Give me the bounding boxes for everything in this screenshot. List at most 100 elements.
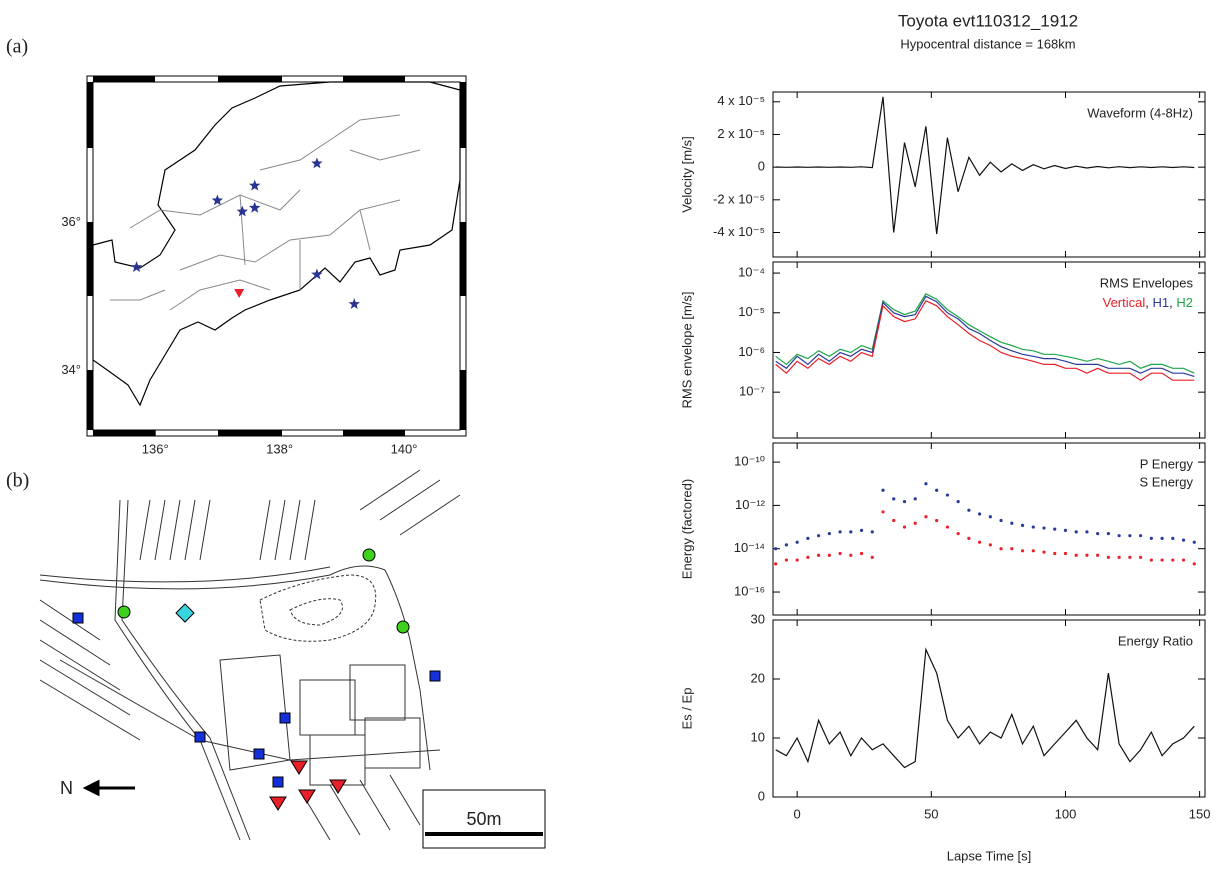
- energy-point: [1053, 527, 1057, 531]
- energy-point: [1139, 555, 1143, 559]
- x-tick-label: 150: [1189, 806, 1211, 821]
- legend-entry: P Energy: [1140, 456, 1194, 471]
- energy-point: [1085, 553, 1089, 557]
- series-line: [775, 647, 1195, 769]
- y-tick-label: 4 x 10⁻⁵: [717, 93, 765, 108]
- energy-point: [1042, 526, 1046, 530]
- legend-entry: Vertical: [1103, 295, 1146, 310]
- energy-point: [838, 530, 842, 534]
- energy-point: [967, 508, 971, 512]
- plot-frame: [772, 619, 1206, 798]
- series-line: [775, 293, 1195, 374]
- y-tick-label: -2 x 10⁻⁵: [713, 191, 765, 206]
- y-tick-label: 10⁻⁵: [738, 304, 765, 319]
- source-marker: [234, 289, 245, 299]
- energy-point: [827, 553, 831, 557]
- energy-point: [945, 525, 950, 529]
- energy-point: [1149, 536, 1153, 540]
- energy-point: [774, 547, 778, 551]
- series-line: [775, 300, 1195, 381]
- y-axis-label: Velocity [m/s]: [679, 136, 694, 213]
- scale-label: 50m: [466, 809, 501, 829]
- energy-point: [924, 482, 928, 486]
- energy-point: [859, 551, 864, 556]
- energy-point: [838, 551, 842, 556]
- energy-point: [892, 518, 896, 523]
- energy-point: [1010, 521, 1014, 525]
- energy-point: [1096, 553, 1100, 557]
- energy-point: [902, 525, 907, 529]
- y-tick-label: 10⁻¹⁴: [734, 540, 765, 555]
- map-x-tick-label: 138°: [266, 441, 293, 456]
- energy-point: [978, 512, 982, 516]
- y-tick-label: 10⁻⁶: [738, 344, 765, 359]
- energy-point: [924, 515, 928, 519]
- map-x-tick-label: 136°: [142, 441, 169, 456]
- map-x-tick-label: 140°: [391, 441, 418, 456]
- station-star: [211, 194, 224, 206]
- energy-point: [967, 536, 971, 540]
- panel-annotation: Waveform (4-8Hz): [1087, 105, 1193, 120]
- energy-point: [859, 528, 864, 533]
- y-tick-label: 10⁻¹⁶: [734, 583, 765, 598]
- energy-point: [988, 543, 992, 547]
- energy-point: [1074, 553, 1078, 557]
- energy-point: [1171, 536, 1175, 540]
- panel-label: (a): [6, 36, 28, 58]
- energy-point: [1139, 534, 1143, 538]
- y-tick-label: 10⁻⁷: [739, 384, 765, 399]
- x-axis-label: Lapse Time [s]: [947, 848, 1032, 863]
- y-tick-label: 10⁻¹⁰: [734, 454, 765, 469]
- station-star: [236, 205, 248, 217]
- energy-point: [978, 540, 982, 544]
- station-star: [311, 157, 323, 169]
- energy-point: [1020, 549, 1025, 553]
- plot-frame: [772, 91, 1206, 258]
- energy-point: [913, 521, 917, 525]
- energy-point: [1160, 558, 1164, 562]
- y-tick-label: 20: [751, 670, 765, 685]
- energy-point: [1031, 525, 1035, 529]
- energy-point: [902, 499, 907, 504]
- energy-point: [817, 534, 821, 538]
- energy-point: [1010, 547, 1014, 551]
- y-tick-label: 10⁻⁴: [738, 265, 765, 280]
- energy-point: [1149, 558, 1153, 562]
- energy-point: [1074, 530, 1078, 534]
- site-markers: [72, 548, 441, 811]
- y-axis-label: Energy (factored): [679, 479, 694, 579]
- series-line: [775, 96, 1195, 235]
- energy-point: [1031, 549, 1035, 553]
- energy-point: [849, 530, 853, 534]
- map-y-tick-label: 34°: [61, 362, 81, 377]
- series-line: [775, 295, 1195, 377]
- energy-point: [795, 558, 799, 562]
- energy-point: [817, 553, 821, 557]
- y-tick-label: 30: [751, 611, 765, 626]
- station-star: [348, 298, 360, 309]
- energy-point: [945, 493, 950, 497]
- y-tick-label: -4 x 10⁻⁵: [713, 224, 765, 239]
- energy-point: [1171, 558, 1175, 562]
- figure-title: Toyota evt110312_1912: [898, 11, 1078, 30]
- energy-point: [1192, 540, 1196, 544]
- energy-point: [827, 531, 831, 536]
- panel-annotation: RMS Envelopes: [1100, 275, 1194, 290]
- energy-point: [1053, 551, 1057, 556]
- map-y-tick-label: 36°: [61, 214, 81, 229]
- map-a: [86, 75, 467, 437]
- station-star: [130, 261, 143, 272]
- energy-point: [988, 515, 992, 519]
- energy-point: [881, 488, 885, 492]
- energy-point: [935, 518, 939, 523]
- energy-point: [774, 562, 778, 566]
- energy-point: [1160, 536, 1164, 540]
- energy-point: [1063, 551, 1068, 556]
- energy-point: [935, 488, 939, 492]
- energy-point: [999, 518, 1003, 523]
- energy-point: [999, 547, 1003, 551]
- x-tick-label: 100: [1055, 806, 1077, 821]
- legend-entry: S Energy: [1140, 474, 1194, 489]
